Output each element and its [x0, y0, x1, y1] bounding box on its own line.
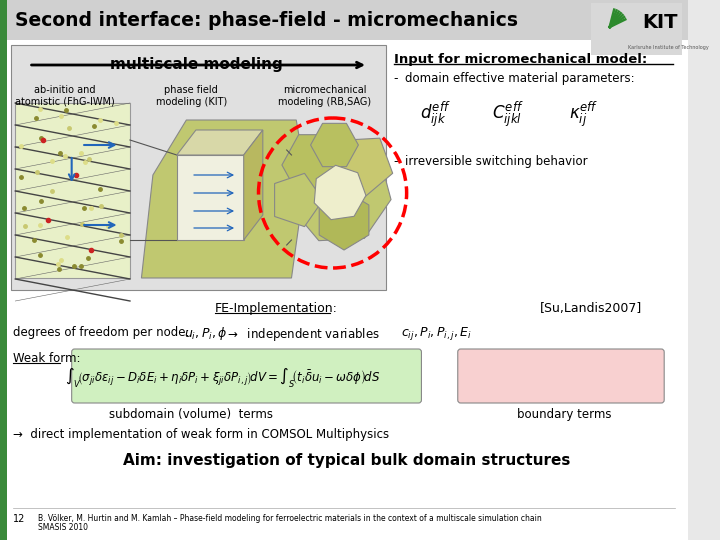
- Text: subdomain (volume)  terms: subdomain (volume) terms: [109, 408, 273, 421]
- Text: SMASIS 2010: SMASIS 2010: [38, 523, 89, 532]
- Text: B. Völker, M. Hurtin and M. Kamlah – Phase-field modeling for ferroelectric mate: B. Völker, M. Hurtin and M. Kamlah – Pha…: [38, 514, 542, 523]
- Text: Weak form:: Weak form:: [14, 352, 81, 365]
- Text: $C^{eff}_{ijkl}$: $C^{eff}_{ijkl}$: [492, 100, 524, 130]
- FancyBboxPatch shape: [72, 349, 421, 403]
- Bar: [0, 0, 6, 540]
- Text: -: -: [394, 155, 398, 168]
- Polygon shape: [319, 190, 369, 250]
- FancyBboxPatch shape: [458, 349, 664, 403]
- Polygon shape: [310, 123, 359, 167]
- Text: Karlsruhe Institute of Technology: Karlsruhe Institute of Technology: [628, 45, 708, 51]
- Bar: [6, 508, 688, 540]
- Text: FE-Implementation:: FE-Implementation:: [215, 302, 338, 315]
- Text: degrees of freedom per node:: degrees of freedom per node:: [14, 326, 194, 339]
- Polygon shape: [289, 135, 391, 241]
- Polygon shape: [177, 130, 263, 155]
- Text: $u_i, P_i, \phi$: $u_i, P_i, \phi$: [184, 325, 228, 342]
- Text: [Su,Landis2007]: [Su,Landis2007]: [540, 302, 642, 315]
- Text: ab-initio and
atomistic (FhG-IWM): ab-initio and atomistic (FhG-IWM): [15, 85, 115, 106]
- Text: $d^{eff}_{ijk}$: $d^{eff}_{ijk}$: [420, 100, 451, 130]
- Text: micromechanical
modeling (RB,SAG): micromechanical modeling (RB,SAG): [279, 85, 372, 106]
- Polygon shape: [141, 120, 306, 278]
- Text: boundary terms: boundary terms: [516, 408, 611, 421]
- Text: -: -: [394, 72, 398, 85]
- Polygon shape: [243, 130, 263, 240]
- Text: $c_{ij}, P_i, P_{i,j}, E_i$: $c_{ij}, P_i, P_{i,j}, E_i$: [401, 325, 472, 342]
- Bar: [15, 103, 130, 278]
- Polygon shape: [274, 173, 323, 227]
- Text: $\int_V \!\left(\sigma_{ji}\delta\varepsilon_{ij} - D_i\delta E_i + \eta_i\delta: $\int_V \!\left(\sigma_{ji}\delta\vareps…: [65, 366, 380, 390]
- Text: Aim: investigation of typical bulk domain structures: Aim: investigation of typical bulk domai…: [123, 453, 570, 468]
- Text: phase field
modeling (KIT): phase field modeling (KIT): [156, 85, 227, 106]
- Text: KIT: KIT: [642, 12, 678, 31]
- Polygon shape: [335, 138, 392, 197]
- Bar: [6, 0, 688, 40]
- Text: Second interface: phase-field - micromechanics: Second interface: phase-field - micromec…: [15, 11, 518, 30]
- Text: →  direct implementation of weak form in COMSOL Multiphysics: → direct implementation of weak form in …: [14, 428, 390, 441]
- Text: Input for micromechanical model:: Input for micromechanical model:: [394, 53, 647, 66]
- Text: $\rightarrow$  independent variables: $\rightarrow$ independent variables: [225, 326, 379, 343]
- Text: irreversible switching behavior: irreversible switching behavior: [405, 155, 588, 168]
- Text: domain effective material parameters:: domain effective material parameters:: [405, 72, 635, 85]
- Polygon shape: [314, 165, 366, 220]
- Text: $\kappa^{eff}_{ij}$: $\kappa^{eff}_{ij}$: [569, 100, 598, 130]
- Bar: [590, 3, 683, 55]
- Text: 12: 12: [14, 514, 26, 524]
- Bar: [12, 45, 386, 290]
- Bar: [6, 40, 688, 508]
- Text: multiscale modeling: multiscale modeling: [109, 57, 282, 72]
- Polygon shape: [282, 134, 348, 195]
- Polygon shape: [177, 155, 243, 240]
